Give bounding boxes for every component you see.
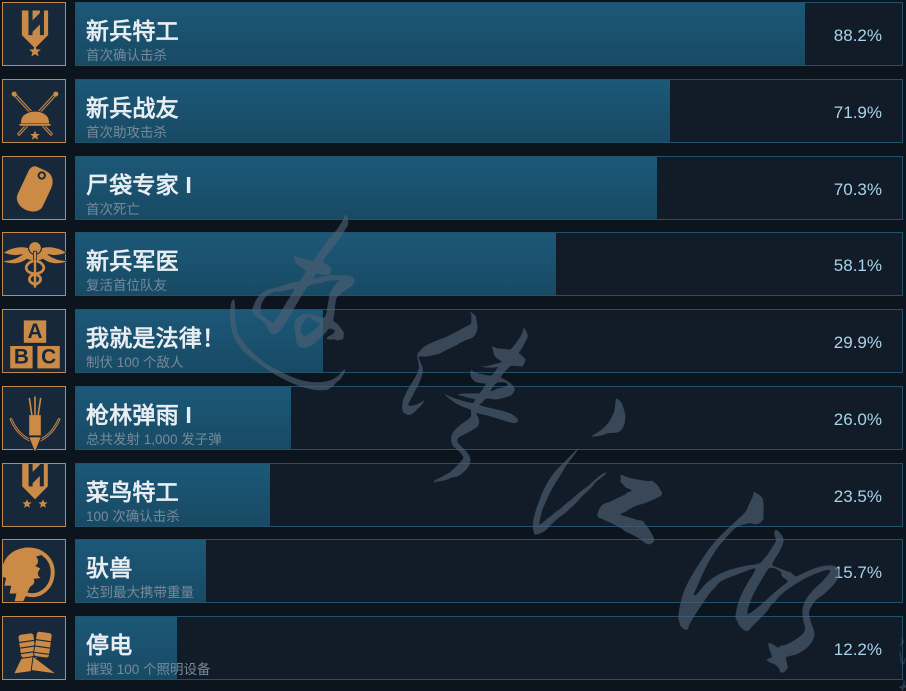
svg-text:A: A [27,320,42,343]
svg-text:C: C [41,346,56,369]
svg-text:B: B [14,346,29,369]
